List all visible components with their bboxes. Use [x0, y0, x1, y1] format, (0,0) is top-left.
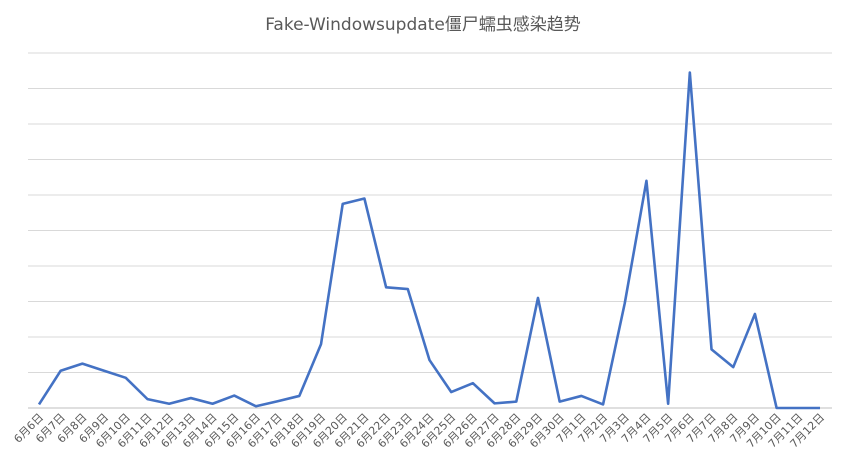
series-layer: [37, 71, 820, 410]
chart-title: Fake-Windowsupdate僵尸蠕虫感染趋势: [265, 15, 581, 35]
x-axis-tick-labels: 6月6日6月7日6月8日6月9日6月10日6月11日6月12日6月13日6月14…: [11, 411, 827, 451]
gridlines: [28, 52, 832, 409]
series-line: [37, 71, 820, 410]
